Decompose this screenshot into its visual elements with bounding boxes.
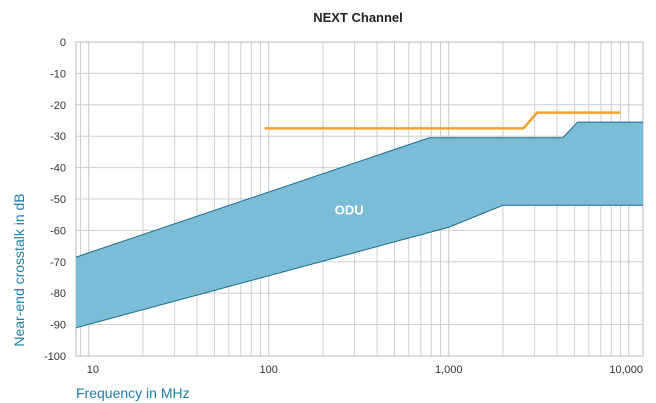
- y-tick-labels: 0 -10 -20 -30 -40 -50 -60 -70 -80 -90 -100: [44, 37, 66, 363]
- band-group: [75, 121, 643, 329]
- chart-title: NEXT Channel: [313, 10, 403, 25]
- y-tick-label: -40: [50, 163, 66, 175]
- y-tick-label: -60: [50, 225, 66, 237]
- band-lower-edge: [75, 204, 643, 329]
- band-area: [76, 122, 643, 328]
- y-tick-label: 0: [60, 37, 66, 49]
- y-axis-label: Near-end crosstalk in dB: [11, 193, 27, 346]
- y-tick-label: -80: [50, 288, 66, 300]
- y-tick-label: -30: [50, 131, 66, 143]
- y-tick-label: -100: [44, 351, 66, 363]
- x-axis-label: Frequency in MHz: [76, 385, 190, 401]
- x-tick-label: 100: [260, 364, 278, 376]
- x-tick-label: 10,000: [609, 364, 643, 376]
- x-tick-label: 10: [87, 364, 99, 376]
- y-tick-label: -70: [50, 257, 66, 269]
- y-tick-label: -90: [50, 320, 66, 332]
- y-tick-label: -20: [50, 100, 66, 112]
- band-upper-edge: [75, 121, 643, 258]
- series-line-0: [264, 111, 621, 130]
- x-tick-labels: 10 100 1,000 10,000: [87, 364, 643, 376]
- x-tick-label: 1,000: [435, 364, 463, 376]
- y-tick-label: -10: [50, 68, 66, 80]
- y-tick-label: -50: [50, 194, 66, 206]
- band-label: ODU: [335, 203, 364, 218]
- series-group: [264, 111, 621, 130]
